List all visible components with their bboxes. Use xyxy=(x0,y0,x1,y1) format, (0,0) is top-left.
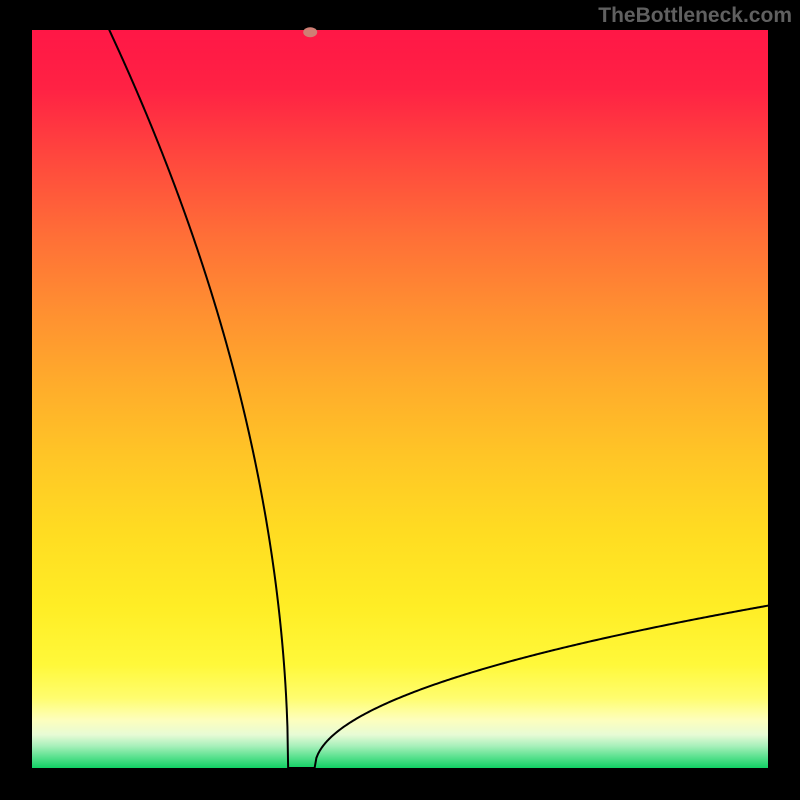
bottleneck-chart: TheBottleneck.com xyxy=(0,0,800,800)
chart-svg xyxy=(0,0,800,800)
optimum-marker xyxy=(303,27,317,37)
watermark-text: TheBottleneck.com xyxy=(598,4,792,28)
plot-background xyxy=(32,30,768,768)
